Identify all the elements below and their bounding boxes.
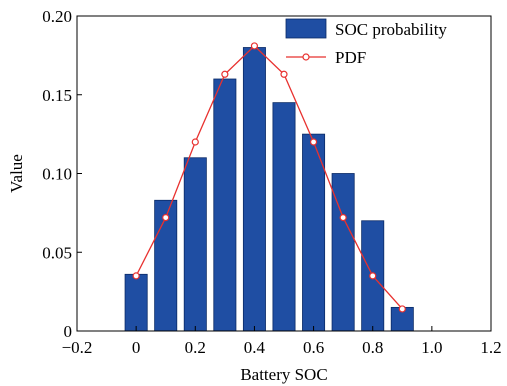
x-tick-label: 0.6 (303, 338, 324, 357)
x-tick-label: 0.8 (362, 338, 383, 357)
legend-line-label: PDF (335, 48, 366, 67)
bar (213, 78, 237, 332)
y-tick-label: 0.05 (42, 243, 72, 262)
pdf-line (135, 45, 403, 310)
pdf-point (221, 70, 229, 78)
bar (242, 47, 266, 332)
x-axis-ticks: −0.2 0 0.2 0.4 0.6 0.8 1.0 1.2 (62, 326, 502, 357)
x-tick-label: 0.4 (244, 338, 266, 357)
x-tick-label: 0.2 (185, 338, 206, 357)
pdf-series (132, 42, 406, 313)
y-tick-label: 0.10 (42, 165, 72, 184)
y-axis-title: Value (7, 154, 26, 193)
pdf-point (132, 272, 140, 280)
legend-line-marker (302, 53, 310, 61)
pdf-point (309, 138, 318, 146)
y-axis-ticks: 0 0.05 0.10 0.15 0.20 (42, 7, 82, 341)
x-axis-title: Battery SOC (240, 365, 327, 384)
y-tick-label: 0.15 (42, 86, 72, 105)
bar (124, 273, 148, 332)
y-tick-label: 0 (64, 322, 73, 341)
bar (272, 102, 296, 332)
pdf-point (191, 138, 199, 146)
pdf-point (250, 42, 259, 50)
legend: SOC probability PDF (285, 18, 447, 67)
x-tick-label: −0.2 (62, 338, 93, 357)
x-tick-label: 0 (132, 338, 141, 357)
legend-bar-label: SOC probability (335, 20, 447, 39)
legend-bar-swatch (285, 18, 327, 39)
y-tick-label: 0.20 (42, 7, 72, 26)
bar-series (124, 47, 414, 332)
pdf-point (339, 214, 347, 222)
pdf-point (162, 214, 170, 222)
pdf-point (398, 305, 406, 313)
x-tick-label: 1.2 (480, 338, 501, 357)
bar (183, 157, 207, 332)
bar (302, 133, 326, 332)
pdf-point (369, 272, 377, 280)
x-tick-label: 1.0 (421, 338, 442, 357)
pdf-point (280, 70, 288, 78)
